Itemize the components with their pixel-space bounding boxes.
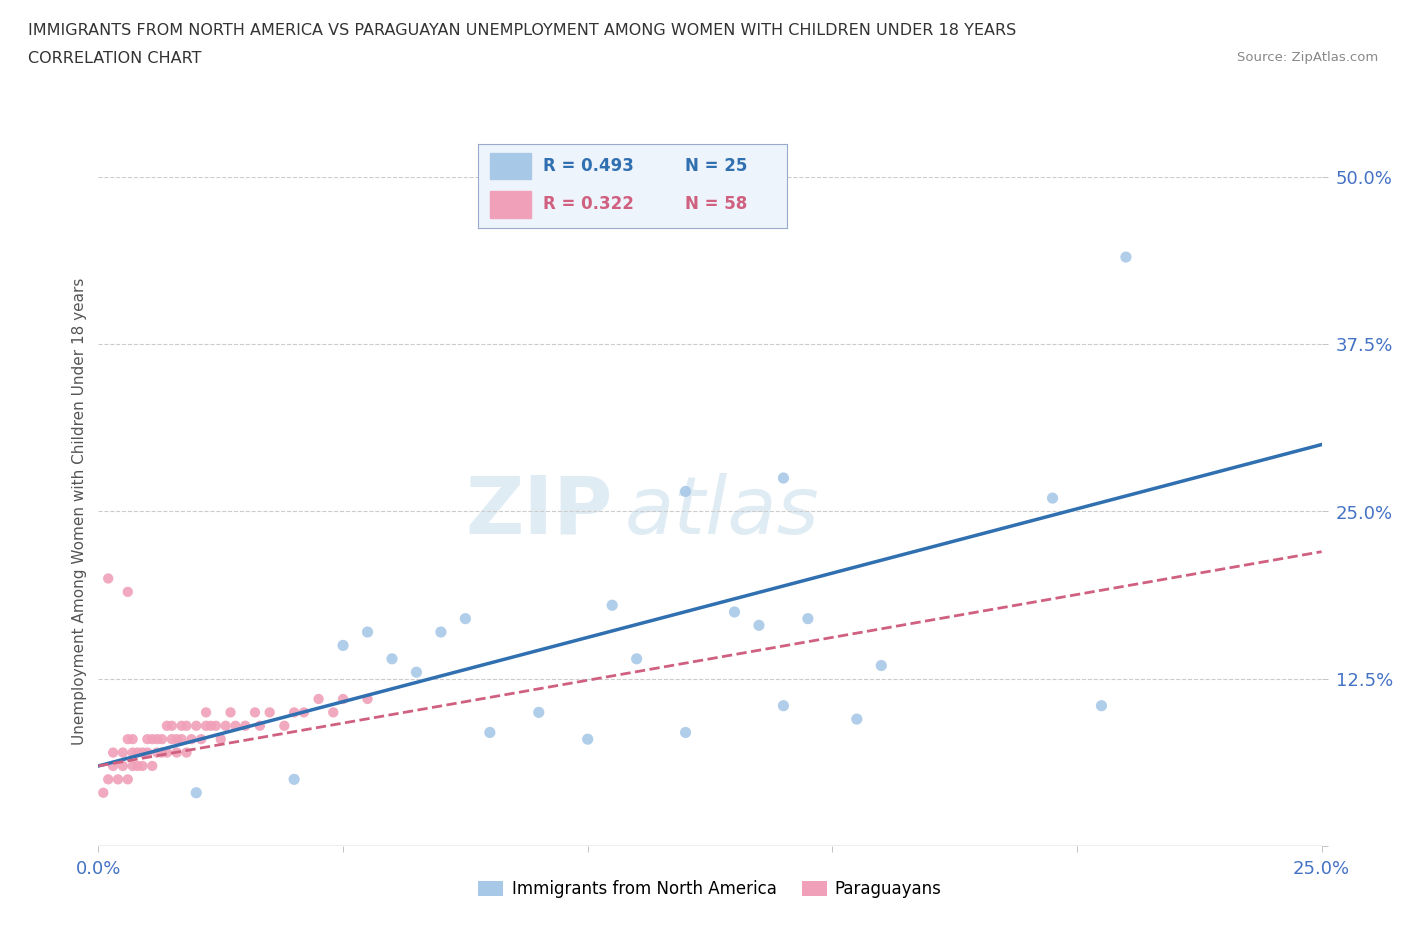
Point: [156, 718, 179, 733]
Point: [195, 705, 218, 720]
Point: [576, 732, 599, 747]
Point: [273, 718, 295, 733]
Point: [186, 785, 208, 800]
Point: [675, 725, 697, 740]
Point: [322, 705, 344, 720]
Point: [160, 732, 183, 747]
Point: [845, 711, 868, 726]
Point: [219, 705, 242, 720]
Text: R = 0.322: R = 0.322: [543, 195, 634, 213]
Point: [166, 745, 188, 760]
Point: [205, 718, 228, 733]
Point: [1115, 249, 1137, 264]
Point: [141, 759, 163, 774]
Point: [160, 718, 183, 733]
Point: [1042, 491, 1064, 506]
Bar: [491, 191, 530, 218]
Point: [190, 732, 212, 747]
Point: [1090, 698, 1112, 713]
Point: [478, 725, 501, 740]
Point: [332, 692, 354, 707]
Point: [121, 759, 143, 774]
Point: [224, 718, 246, 733]
Point: [381, 651, 404, 666]
Point: [527, 705, 550, 720]
Point: [626, 651, 648, 666]
Point: [176, 745, 198, 760]
Point: [195, 718, 218, 733]
Text: CORRELATION CHART: CORRELATION CHART: [28, 51, 201, 66]
Point: [141, 732, 163, 747]
Point: [283, 772, 305, 787]
Point: [111, 745, 134, 760]
Point: [748, 618, 770, 632]
Point: [170, 732, 193, 747]
Point: [127, 745, 149, 760]
Point: [249, 718, 271, 733]
Point: [117, 772, 139, 787]
Point: [356, 625, 378, 640]
Text: atlas: atlas: [624, 472, 820, 551]
Y-axis label: Unemployment Among Women with Children Under 18 years: Unemployment Among Women with Children U…: [72, 278, 87, 745]
Point: [356, 692, 378, 707]
Point: [675, 484, 697, 498]
Text: Source: ZipAtlas.com: Source: ZipAtlas.com: [1237, 51, 1378, 64]
Text: IMMIGRANTS FROM NORTH AMERICA VS PARAGUAYAN UNEMPLOYMENT AMONG WOMEN WITH CHILDR: IMMIGRANTS FROM NORTH AMERICA VS PARAGUA…: [28, 23, 1017, 38]
Point: [600, 598, 623, 613]
Point: [430, 625, 453, 640]
Point: [131, 745, 153, 760]
Point: [772, 471, 794, 485]
Point: [797, 611, 820, 626]
Point: [117, 732, 139, 747]
Point: [111, 759, 134, 774]
Point: [146, 745, 169, 760]
Point: [200, 718, 222, 733]
Point: [97, 772, 120, 787]
Point: [233, 718, 256, 733]
Point: [292, 705, 315, 720]
Point: [772, 698, 794, 713]
Point: [121, 745, 143, 760]
Point: [136, 745, 159, 760]
Legend: Immigrants from North America, Paraguayans: Immigrants from North America, Paraguaya…: [471, 873, 949, 905]
Text: ZIP: ZIP: [465, 472, 612, 551]
Point: [101, 759, 124, 774]
Point: [136, 732, 159, 747]
Point: [405, 665, 427, 680]
Point: [121, 732, 143, 747]
Point: [156, 745, 179, 760]
Point: [243, 705, 266, 720]
Point: [97, 571, 120, 586]
Point: [91, 785, 114, 800]
Point: [176, 718, 198, 733]
Point: [101, 745, 124, 760]
Point: [150, 745, 173, 760]
Point: [107, 772, 129, 787]
Point: [170, 718, 193, 733]
Bar: [491, 153, 530, 179]
Point: [259, 705, 281, 720]
Point: [131, 759, 153, 774]
Text: N = 58: N = 58: [685, 195, 748, 213]
Point: [454, 611, 477, 626]
Point: [166, 732, 188, 747]
Point: [127, 759, 149, 774]
Point: [723, 604, 745, 619]
Point: [870, 658, 893, 673]
Point: [308, 692, 330, 707]
Point: [283, 705, 305, 720]
Point: [332, 638, 354, 653]
Point: [186, 718, 208, 733]
Text: R = 0.493: R = 0.493: [543, 157, 634, 175]
Point: [209, 732, 232, 747]
Point: [214, 718, 236, 733]
Point: [180, 732, 202, 747]
Point: [150, 732, 173, 747]
Point: [117, 584, 139, 599]
Point: [146, 732, 169, 747]
Text: N = 25: N = 25: [685, 157, 748, 175]
